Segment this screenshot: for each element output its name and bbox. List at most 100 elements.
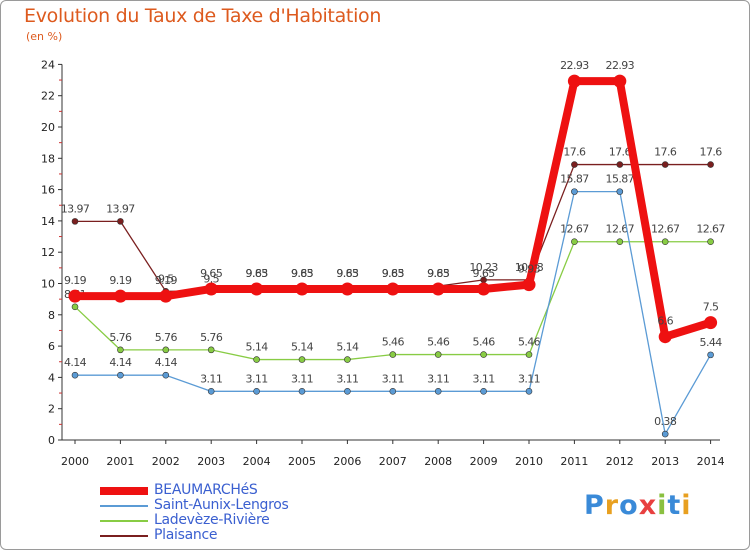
y-tick-label: 24 xyxy=(41,58,55,71)
brand-letter: t xyxy=(667,490,682,521)
data-label: 9.83 xyxy=(382,267,405,280)
data-point xyxy=(389,351,397,358)
data-point xyxy=(434,388,442,395)
brand-letter: o xyxy=(619,490,639,521)
data-point xyxy=(658,330,672,344)
data-label: 5.46 xyxy=(382,336,405,349)
data-label: 5.44 xyxy=(700,336,723,349)
data-label: 9.65 xyxy=(382,267,405,280)
data-point xyxy=(661,161,669,168)
y-tick-label: 20 xyxy=(41,121,55,134)
data-point xyxy=(298,356,306,363)
data-point xyxy=(661,430,669,438)
data-label: 3.11 xyxy=(382,372,404,385)
x-tick-label: 2008 xyxy=(424,455,452,468)
data-point xyxy=(704,316,718,330)
legend-swatch xyxy=(100,505,148,507)
data-point xyxy=(480,351,487,358)
data-label: 5.46 xyxy=(518,336,541,349)
data-label: 3.11 xyxy=(246,372,268,385)
data-point xyxy=(298,388,306,395)
y-tick-label: 8 xyxy=(48,309,55,322)
data-point xyxy=(707,238,714,246)
data-point xyxy=(386,282,400,296)
y-tick-label: 2 xyxy=(48,403,55,416)
x-tick-label: 2006 xyxy=(333,455,361,468)
data-label: 12.67 xyxy=(696,223,725,236)
data-label: 9.19 xyxy=(109,274,132,287)
data-label: 5.14 xyxy=(291,341,314,354)
data-point xyxy=(616,238,624,246)
data-label: 9.83 xyxy=(336,267,359,280)
data-point xyxy=(707,351,714,359)
data-label: 12.67 xyxy=(651,223,680,236)
chart-subtitle: (en %) xyxy=(26,30,63,43)
data-label: 4.14 xyxy=(155,356,178,369)
data-label: 9.65 xyxy=(200,267,223,280)
data-label: 9.83 xyxy=(427,267,450,280)
x-tick-label: 2003 xyxy=(197,455,225,468)
data-point xyxy=(616,188,624,195)
data-label: 5.14 xyxy=(336,341,359,354)
data-point xyxy=(571,238,578,246)
data-label: 3.11 xyxy=(336,372,358,385)
data-point xyxy=(162,371,170,379)
data-label: 17.6 xyxy=(654,146,677,159)
data-label: 3.11 xyxy=(291,372,313,385)
data-label: 9.65 xyxy=(336,267,359,280)
data-label: 3.11 xyxy=(427,372,449,385)
x-tick-label: 2012 xyxy=(606,455,634,468)
data-label: 4.14 xyxy=(109,356,132,369)
data-label: 5.14 xyxy=(246,341,269,354)
data-point xyxy=(295,282,309,296)
x-tick-label: 2005 xyxy=(288,455,316,468)
data-label: 13.97 xyxy=(106,202,135,215)
data-point xyxy=(522,278,536,292)
data-label: 9.83 xyxy=(291,267,314,280)
x-tick-label: 2013 xyxy=(651,455,679,468)
data-point xyxy=(207,346,215,354)
data-point xyxy=(71,303,79,311)
data-point xyxy=(616,161,624,168)
x-tick-label: 2000 xyxy=(61,455,89,468)
data-point xyxy=(661,238,669,246)
y-tick-label: 10 xyxy=(41,278,55,291)
data-point xyxy=(571,188,578,195)
data-point xyxy=(480,388,487,395)
data-label: 3.11 xyxy=(473,372,495,385)
data-label: 0.38 xyxy=(654,415,677,428)
data-point xyxy=(525,388,533,395)
data-label: 9.83 xyxy=(246,267,269,280)
brand-letter: r xyxy=(604,490,620,521)
data-label: 5.76 xyxy=(200,331,223,344)
brand-letter: i xyxy=(681,490,692,521)
data-point xyxy=(159,289,173,303)
data-label: 10.23 xyxy=(469,261,498,274)
data-label: 17.6 xyxy=(609,146,632,159)
data-point xyxy=(344,388,351,395)
data-point xyxy=(113,289,127,303)
data-point xyxy=(477,282,491,296)
data-point xyxy=(253,356,260,363)
x-tick-label: 2004 xyxy=(243,455,271,468)
x-tick-label: 2002 xyxy=(152,455,180,468)
data-label: 3.11 xyxy=(200,372,222,385)
data-label: 3.11 xyxy=(518,372,540,385)
data-label: 12.67 xyxy=(560,223,589,236)
legend-label: Ladevèze-Rivière xyxy=(154,512,270,528)
y-tick-label: 0 xyxy=(48,434,55,447)
data-label: 9.5 xyxy=(203,272,219,285)
data-point xyxy=(207,388,215,395)
x-tick-label: 2014 xyxy=(697,455,725,468)
data-point xyxy=(250,282,264,296)
legend-swatch xyxy=(100,520,148,522)
data-label: 9.93 xyxy=(518,263,541,276)
data-label: 9.5 xyxy=(158,272,174,285)
data-label: 17.6 xyxy=(700,146,723,159)
data-point xyxy=(68,289,82,303)
y-tick-label: 16 xyxy=(41,184,55,197)
legend-label: Saint-Aunix-Lengros xyxy=(154,497,289,513)
data-label: 9.65 xyxy=(427,267,450,280)
data-point xyxy=(344,356,351,363)
